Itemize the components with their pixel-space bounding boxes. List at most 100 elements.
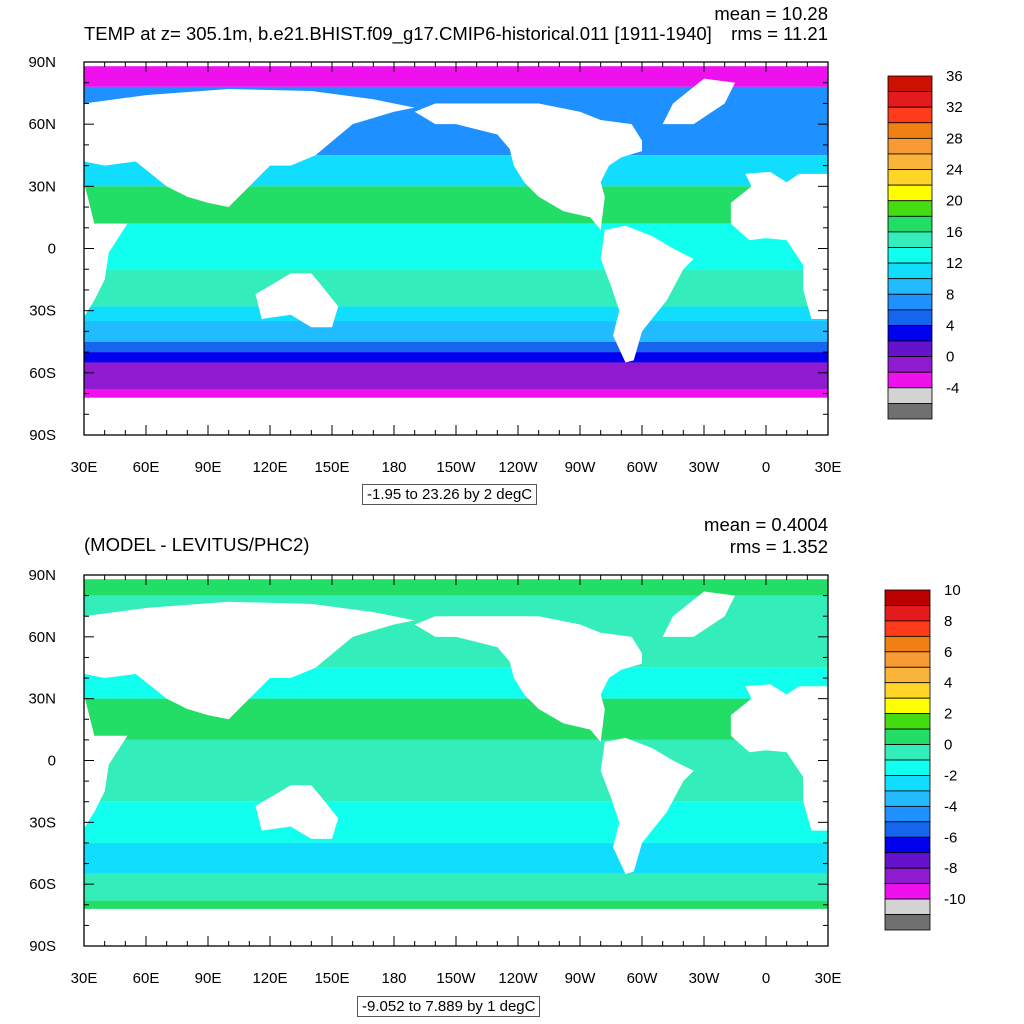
colorbar-label: 24 [946,162,963,179]
colorbar-label: -4 [946,380,959,397]
colorbar-label: -8 [944,860,957,877]
x-tick-label: 90W [565,970,597,987]
land-mask [84,88,415,208]
x-tick-label: 30W [689,970,721,987]
land-mask [730,171,828,319]
x-tick-label: 120W [498,459,538,476]
colorbar-swatch [887,309,933,326]
y-tick-label: 90N [28,567,56,584]
x-tick-label: 0 [762,970,770,987]
contour-range-label: -9.052 to 7.889 by 1 degC [357,996,541,1017]
x-tick-label: 30E [71,459,98,476]
colorbar-swatch [884,914,931,931]
y-tick-label: 0 [48,753,56,770]
land-mask [600,225,694,363]
colorbar-swatch [887,247,933,264]
difference-map-svg: 30E 60E 90E 120E 150E 180 150W 120W 90W 60W 30W 0 30… [28,514,965,987]
colorbar-swatch [887,325,933,342]
land-mask [730,684,828,831]
colorbar-swatch [884,589,931,606]
colorbar-label: 0 [944,737,952,754]
colorbar-label: 8 [944,613,952,630]
colorbar-swatch [884,744,931,761]
land-mask [84,601,415,720]
y-tick-label: 0 [48,241,56,258]
ocean-band [84,306,828,322]
ocean-band [84,389,828,398]
ocean-band [84,223,828,270]
chart-title: (MODEL - LEVITUS/PHC2) [84,534,309,555]
land-mask [662,78,735,125]
x-tick-label: 90W [565,459,597,476]
colorbar-swatch [884,759,931,776]
y-tick-label: 90S [29,938,56,955]
x-tick-label: 150W [436,459,476,476]
colorbar-swatch [884,821,931,838]
mean-stat: mean = 0.4004 [704,514,828,535]
y-tick-label: 60N [28,116,56,133]
colorbar-swatch [884,605,931,622]
colorbar-swatch [887,403,933,420]
y-tick-label: 30N [28,178,56,195]
colorbar-swatch [884,697,931,715]
colorbar-swatch [884,852,931,869]
temp-map-svg: 30E 60E 90E 120E 150E 180 150W 120W 90W 60W 30W 0 30… [28,3,963,476]
colorbar-swatch [887,75,933,92]
colorbar-swatch [887,169,933,186]
colorbar-label: 2 [944,706,952,723]
colorbar-swatch [887,137,933,155]
ocean-band [84,341,828,353]
x-tick-label: 90E [195,459,222,476]
colorbar-label: 10 [944,582,961,599]
colorbar-swatch [884,635,931,653]
ocean-band [84,269,828,307]
land-mask [84,694,128,829]
x-tick-label: 30E [815,459,842,476]
x-tick-label: 120E [252,459,287,476]
x-tick-label: 150E [314,459,349,476]
colorbar-label: 4 [946,317,954,334]
x-tick-label: 120E [252,970,287,987]
colorbar-swatch [887,215,933,233]
y-tick-label: 60S [29,365,56,382]
x-tick-label: 30E [71,970,98,987]
colorbar-label: -4 [944,798,957,815]
land-mask [414,616,642,742]
colorbar-swatch [884,666,931,684]
colorbar-label: 12 [946,255,963,272]
chart-title: TEMP at z= 305.1m, b.e21.BHIST.f09_g17.C… [84,23,712,45]
land-mask [84,182,128,317]
colorbar-swatch [887,231,933,248]
x-tick-label: 90E [195,970,222,987]
temp-map-panel: 30E 60E 90E 120E 150E 180 150W 120W 90W 60W 30W 0 30… [28,3,963,505]
colorbar-label: 6 [944,644,952,661]
colorbar-swatch [887,184,933,202]
x-tick-label: 0 [762,459,770,476]
x-tick-label: 180 [381,459,406,476]
colorbar-swatch [884,682,931,699]
colorbar-swatch [887,200,933,217]
colorbar-label: 0 [946,349,954,366]
colorbar-swatch [887,91,933,108]
ocean-band [84,900,828,909]
y-tick-label: 30S [29,814,56,831]
colorbar-swatch [887,356,933,373]
ocean-band [84,352,828,363]
land-mask [600,737,694,874]
x-tick-label: 30W [689,459,721,476]
colorbar-label: 36 [946,68,963,85]
colorbar-swatch [887,387,933,404]
contour-range-label: -1.95 to 23.26 by 2 degC [362,484,538,505]
land-mask [662,591,735,637]
x-tick-label: 60W [627,970,659,987]
colorbar-swatch [887,293,933,311]
ocean-band [84,321,828,342]
colorbar-swatch [884,651,931,668]
colorbar-label: -2 [944,767,957,784]
colorbar-label: 20 [946,193,963,210]
colorbar-swatch [884,836,931,854]
colorbar-swatch [884,805,931,823]
ocean-band [84,842,828,874]
y-tick-label: 60S [29,876,56,893]
colorbar-swatch [887,106,933,124]
